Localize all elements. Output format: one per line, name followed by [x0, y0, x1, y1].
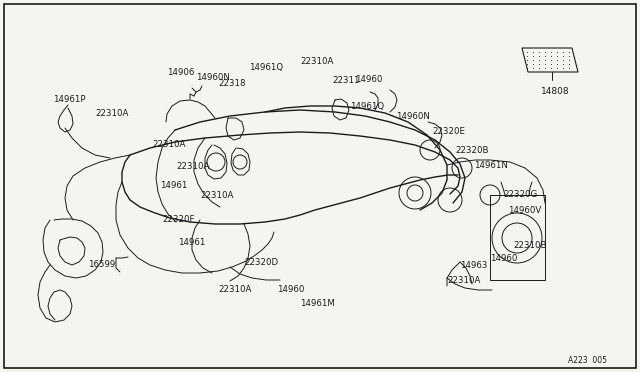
- Text: 16599: 16599: [88, 260, 115, 269]
- Text: 14961: 14961: [160, 181, 188, 190]
- Text: 22318: 22318: [218, 79, 246, 88]
- Text: 22310A: 22310A: [152, 140, 186, 149]
- Text: 14960N: 14960N: [196, 73, 230, 82]
- Text: 14961Q: 14961Q: [350, 102, 384, 111]
- Text: 14961N: 14961N: [474, 161, 508, 170]
- Text: 22310A: 22310A: [200, 191, 234, 200]
- Text: 14906: 14906: [167, 68, 195, 77]
- Text: 14963: 14963: [460, 261, 488, 270]
- Text: 22310A: 22310A: [95, 109, 129, 118]
- Text: 14960: 14960: [355, 75, 382, 84]
- Text: 14961: 14961: [178, 238, 205, 247]
- Text: 14960: 14960: [490, 254, 517, 263]
- Text: 14960N: 14960N: [396, 112, 430, 121]
- Text: 22310A: 22310A: [218, 285, 252, 294]
- Text: 22320B: 22320B: [455, 146, 488, 155]
- Text: 22320E: 22320E: [432, 127, 465, 136]
- Text: 22311: 22311: [332, 76, 360, 85]
- Text: 14808: 14808: [541, 87, 570, 96]
- Text: 14961P: 14961P: [53, 95, 86, 104]
- Text: 22310B: 22310B: [513, 241, 547, 250]
- Text: 22320D: 22320D: [244, 258, 278, 267]
- Text: 22310A: 22310A: [176, 162, 209, 171]
- Text: 14960V: 14960V: [508, 206, 541, 215]
- Text: 22320G: 22320G: [503, 190, 537, 199]
- Text: A223  005: A223 005: [568, 356, 607, 365]
- Text: 22320F: 22320F: [162, 215, 195, 224]
- Text: 22310A: 22310A: [300, 57, 333, 66]
- Text: 14961Q: 14961Q: [249, 63, 283, 72]
- Text: 14960: 14960: [277, 285, 305, 294]
- Text: 22310A: 22310A: [447, 276, 481, 285]
- Text: 14961M: 14961M: [300, 299, 335, 308]
